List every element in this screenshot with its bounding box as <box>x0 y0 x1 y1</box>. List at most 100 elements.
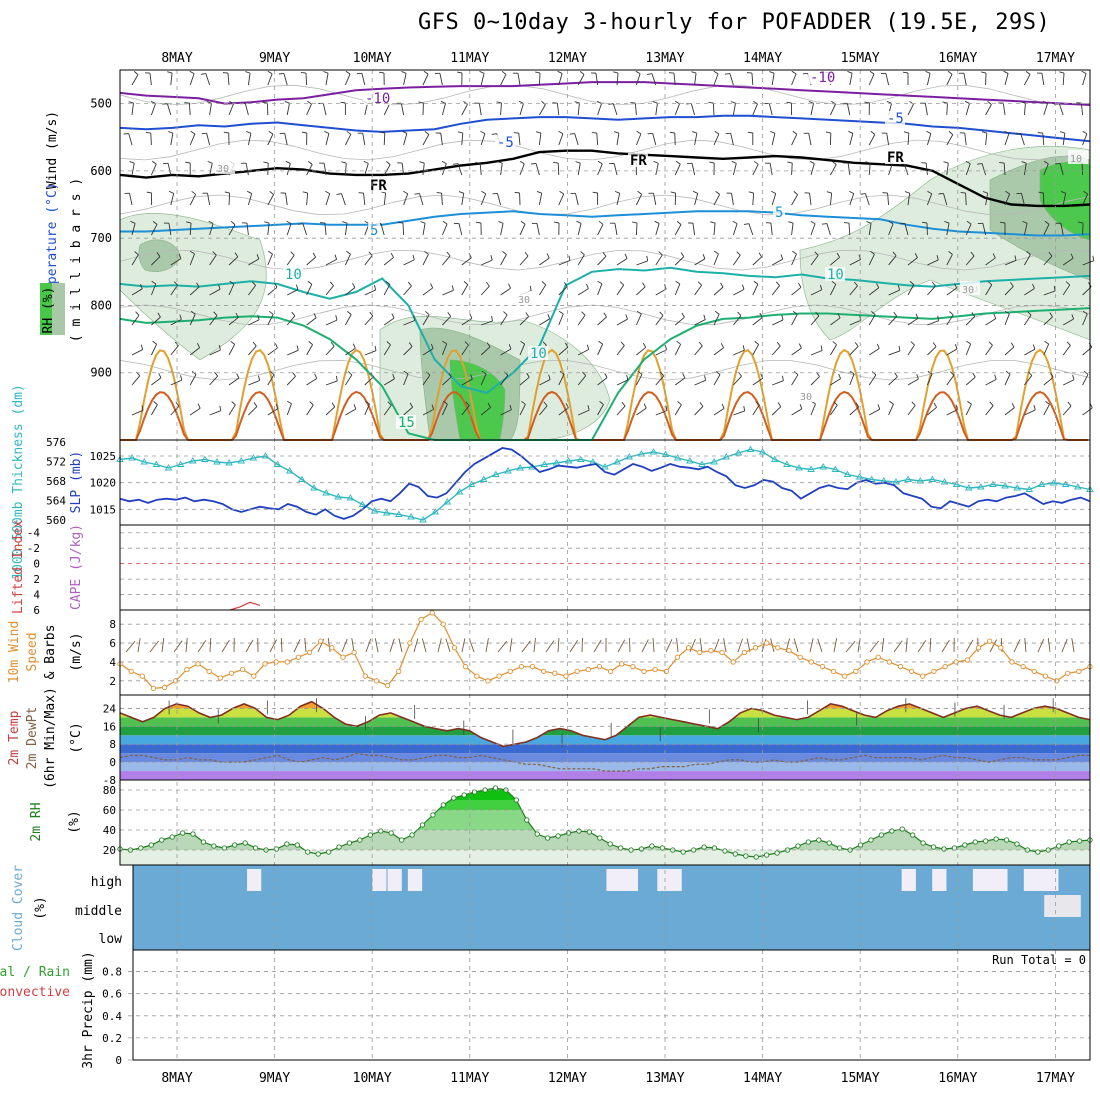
wind-barb-10m <box>197 640 207 653</box>
contour-label-bg <box>798 388 818 402</box>
rh-point <box>680 849 686 855</box>
wind-barb-10m <box>509 638 513 653</box>
wind-barb <box>881 132 890 146</box>
wind-barb-10m <box>545 640 555 653</box>
wind-barb <box>830 313 841 326</box>
thickness-point <box>479 475 488 482</box>
wind-barb <box>958 72 967 86</box>
wind-barb <box>461 281 469 296</box>
wind-barb <box>480 402 491 416</box>
wind10-label-2: Speed <box>25 632 40 671</box>
wind-barb <box>771 254 784 266</box>
wind-barb <box>965 220 972 236</box>
wind-barb <box>592 191 599 205</box>
contour-label-bg <box>396 415 416 429</box>
wind-barb <box>636 342 647 356</box>
wind-barb <box>1081 70 1087 86</box>
wind-barb-10m <box>293 639 301 653</box>
humidity-contour <box>119 360 1091 381</box>
wind10-point <box>764 640 770 646</box>
wind-barb <box>1024 344 1036 356</box>
wind-barb <box>1043 251 1053 266</box>
wind-barb <box>336 193 346 206</box>
date-label-bottom: 16MAY <box>938 1071 977 1086</box>
wind-barb <box>946 250 953 266</box>
contour-label: 5 <box>775 205 783 221</box>
wind-barb <box>943 161 949 176</box>
wind-barb <box>724 73 734 86</box>
contour-label: 30 <box>962 285 974 296</box>
wind-barb <box>674 252 685 266</box>
wind-barb <box>500 283 511 296</box>
wind-barb <box>539 401 548 416</box>
thickness-point <box>346 494 355 501</box>
pressure-tick: 600 <box>90 164 112 178</box>
wind-barb-10m <box>245 639 254 653</box>
wind-barb <box>636 403 647 416</box>
wind-barb <box>977 222 987 236</box>
wind-barb-10m <box>1013 639 1021 653</box>
wind-barb <box>184 102 191 116</box>
temp-tick: 24 <box>103 702 117 715</box>
contour--10 <box>119 81 1091 106</box>
wind-barb <box>694 375 707 386</box>
panel-frame-lift <box>119 524 1091 611</box>
wind-barb <box>808 100 814 116</box>
pressure-tick: 900 <box>90 366 112 380</box>
wind-barb <box>860 193 870 206</box>
wind-barb-10m <box>413 638 419 653</box>
rh-point <box>524 817 530 823</box>
wind10-point <box>708 647 714 654</box>
wind-tick: 4 <box>109 656 116 669</box>
wind-barb <box>441 400 448 416</box>
wind-barb <box>921 162 928 176</box>
wind-barb <box>206 101 212 116</box>
wind-barb <box>131 311 140 326</box>
wind-barb <box>882 192 890 206</box>
wind-barb <box>441 160 447 176</box>
wind-barb-10m <box>833 638 838 653</box>
wind-barb <box>613 131 620 146</box>
wind10-point <box>964 657 971 663</box>
wind-barb <box>131 283 143 296</box>
wind-barb <box>519 160 525 176</box>
rh-point <box>179 830 186 836</box>
rh-point <box>972 839 978 845</box>
thickness-tick: 560 <box>46 514 66 527</box>
contour--5 <box>119 114 1091 143</box>
wind10-point <box>217 675 223 681</box>
wind-barb <box>151 312 161 326</box>
wind-barb <box>286 400 292 416</box>
wind-barb <box>791 343 802 356</box>
wind10-point <box>641 668 647 675</box>
wind-barb <box>306 100 312 116</box>
wind-barb <box>674 280 681 296</box>
thickness-point <box>467 480 476 487</box>
lifted-tick: 2 <box>33 573 40 586</box>
wind-barb <box>630 102 637 116</box>
wind-barb <box>519 372 530 386</box>
wind-barb <box>1078 221 1084 236</box>
slp-label: SLP (mb) <box>69 451 84 514</box>
wind-barb <box>849 190 855 206</box>
wind-barb <box>554 221 560 236</box>
contour-label-bg <box>885 150 905 164</box>
wind10-point <box>462 664 469 670</box>
wind-barb <box>441 220 448 236</box>
wind-tick: 8 <box>109 618 116 631</box>
wind10-point <box>340 654 346 660</box>
wind-barb <box>920 102 928 116</box>
wind-barb <box>1024 70 1031 86</box>
wind-barb <box>888 311 898 326</box>
wind-barb <box>1037 132 1045 146</box>
wind-barb <box>771 190 777 206</box>
lifted-tick: 0 <box>33 558 40 571</box>
wind-barb <box>752 401 760 416</box>
thickness-point <box>783 460 791 467</box>
wind-barb <box>907 252 918 266</box>
wind-barb <box>907 341 915 356</box>
wind-barb <box>791 282 802 296</box>
wind10-point <box>853 668 859 675</box>
wind-barb <box>539 374 551 386</box>
thickness-tick: 576 <box>46 436 66 449</box>
